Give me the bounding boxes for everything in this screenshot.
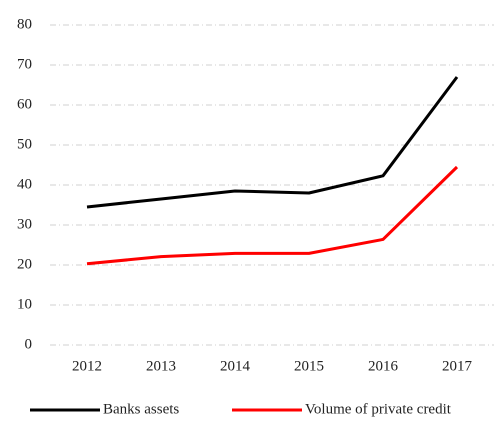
series-line (86, 76, 459, 209)
y-tick-label: 80 (17, 16, 32, 32)
x-tick-label: 2012 (72, 358, 102, 374)
legend-label: Banks assets (103, 401, 179, 417)
y-tick-label: 0 (25, 336, 33, 352)
y-tick-label: 20 (17, 256, 32, 272)
x-tick-label: 2017 (442, 358, 473, 374)
legend-label: Volume of private credit (305, 401, 452, 417)
y-tick-label: 10 (17, 296, 32, 312)
series-line (86, 165, 459, 266)
y-tick-label: 60 (17, 96, 32, 112)
x-tick-label: 2014 (220, 358, 251, 374)
y-tick-label: 30 (17, 216, 32, 232)
x-tick-label: 2015 (294, 358, 324, 374)
y-tick-label: 50 (17, 136, 32, 152)
x-tick-label: 2013 (146, 358, 176, 374)
x-tick-label: 2016 (368, 358, 399, 374)
y-tick-label: 40 (17, 176, 32, 192)
y-tick-label: 70 (17, 56, 32, 72)
